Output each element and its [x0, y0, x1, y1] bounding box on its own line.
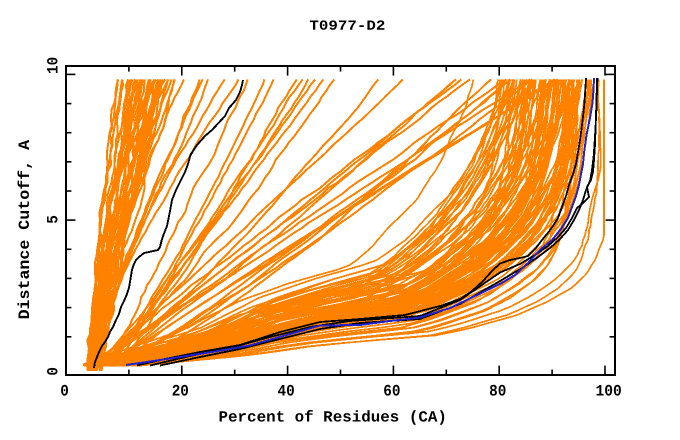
svg-text:0: 0 [60, 382, 69, 400]
svg-text:Distance Cutoff, A: Distance Cutoff, A [16, 139, 34, 319]
svg-text:5: 5 [45, 215, 63, 224]
svg-text:0: 0 [45, 367, 63, 376]
svg-text:Percent of Residues (CA): Percent of Residues (CA) [218, 408, 446, 426]
svg-text:80: 80 [489, 382, 506, 400]
svg-text:100: 100 [595, 382, 621, 400]
svg-text:T0977-D2: T0977-D2 [309, 19, 385, 35]
svg-text:40: 40 [277, 382, 294, 400]
svg-text:10: 10 [45, 57, 63, 74]
svg-text:60: 60 [383, 382, 400, 400]
svg-text:20: 20 [172, 382, 189, 400]
